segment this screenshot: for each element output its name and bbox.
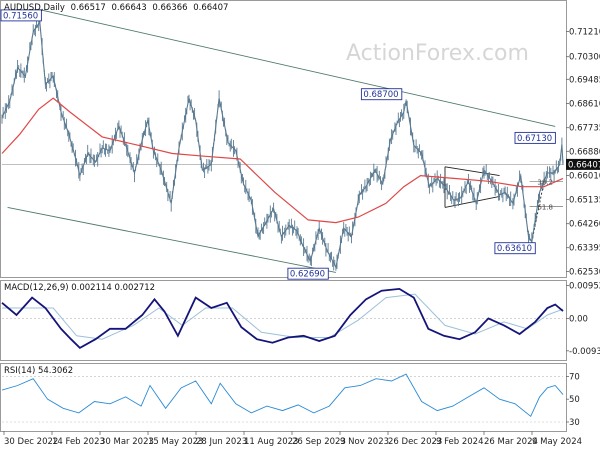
macd-header: MACD(12,26,9) 0.002114 0.002712: [4, 283, 155, 293]
open-value: 0.66517: [71, 3, 106, 13]
channel-line-upper: [39, 9, 556, 127]
high-value: 0.66643: [112, 3, 147, 13]
channel-line-lower: [7, 206, 336, 273]
price-y-tick: 0.63395: [569, 244, 600, 254]
macd-y-tick: 0.009524: [569, 281, 600, 291]
x-tick-label: 30 Mar 2023: [100, 437, 154, 447]
price-label: 0.62690: [287, 267, 329, 280]
x-tick-label: 26 Sep 2023: [292, 437, 346, 447]
x-tick-label: 9 May 2024: [532, 437, 582, 447]
price-label-text: 0.68700: [363, 90, 398, 100]
x-tick-label: 9 Nov 2023: [340, 437, 389, 447]
watermark: ActionForex.com: [346, 41, 529, 66]
rsi-header: RSI(14) 54.3062: [4, 366, 73, 376]
close-value: 0.66407: [193, 3, 228, 13]
price-header: AUDUSD,Daily 0.66517 0.66643 0.66366 0.6…: [4, 3, 228, 13]
x-tick-label: 11 Aug 2023: [244, 437, 298, 447]
macd-y-tick: -0.00935: [569, 347, 600, 357]
macd-line: [1, 287, 564, 350]
x-tick-label: 9 Feb 2024: [436, 437, 484, 447]
rsi-y-tick: 70: [569, 372, 580, 382]
price-label: 0.71560: [0, 9, 42, 21]
last-price-value: 0.66407: [568, 160, 600, 170]
rsi-y-tick: 30: [569, 418, 580, 428]
x-tick-label: 15 May 2023: [148, 437, 203, 447]
rsi-panel-frame: [0, 363, 567, 432]
triangle-line: [444, 166, 500, 177]
x-tick-label: 26 Mar 2024: [484, 437, 538, 447]
macd-panel-frame: [0, 280, 567, 361]
macd-signal-line: [2, 293, 564, 340]
price-panel-frame: [0, 0, 567, 278]
price-close-line: [1, 20, 564, 269]
price-label: 0.67130: [514, 131, 556, 144]
last-price-tag: [566, 158, 600, 170]
rsi-line: [1, 373, 564, 418]
x-tick-label: 26 Dec 2023: [388, 437, 442, 447]
price-label-text: 0.71560: [3, 11, 38, 21]
price-y-tick: 0.69485: [569, 75, 600, 85]
fib-label: 38.2: [537, 179, 553, 187]
price-y-tick: 0.65135: [569, 196, 600, 206]
price-label-text: 0.67130: [517, 134, 552, 144]
rsi-y-tick: 50: [569, 395, 580, 405]
moving-average-line: [1, 97, 564, 224]
x-tick-label: 14 Feb 2023: [52, 437, 105, 447]
x-tick-label: 30 Dec 2022: [4, 437, 58, 447]
triangle-line: [444, 195, 500, 208]
symbol-label: AUDUSD,Daily: [4, 3, 65, 13]
price-label: 0.63610: [494, 242, 536, 254]
macd-y-tick: 0.00: [569, 314, 588, 324]
price-label: 0.68700: [360, 88, 403, 100]
price-label-text: 0.63610: [497, 244, 532, 254]
price-label-text: 0.62690: [290, 270, 325, 280]
fib-label: 61.8: [537, 204, 553, 212]
low-value: 0.66366: [152, 3, 187, 13]
price-y-tick: 0.67735: [569, 124, 600, 134]
x-tick-label: 28 Jun 2023: [196, 437, 247, 447]
